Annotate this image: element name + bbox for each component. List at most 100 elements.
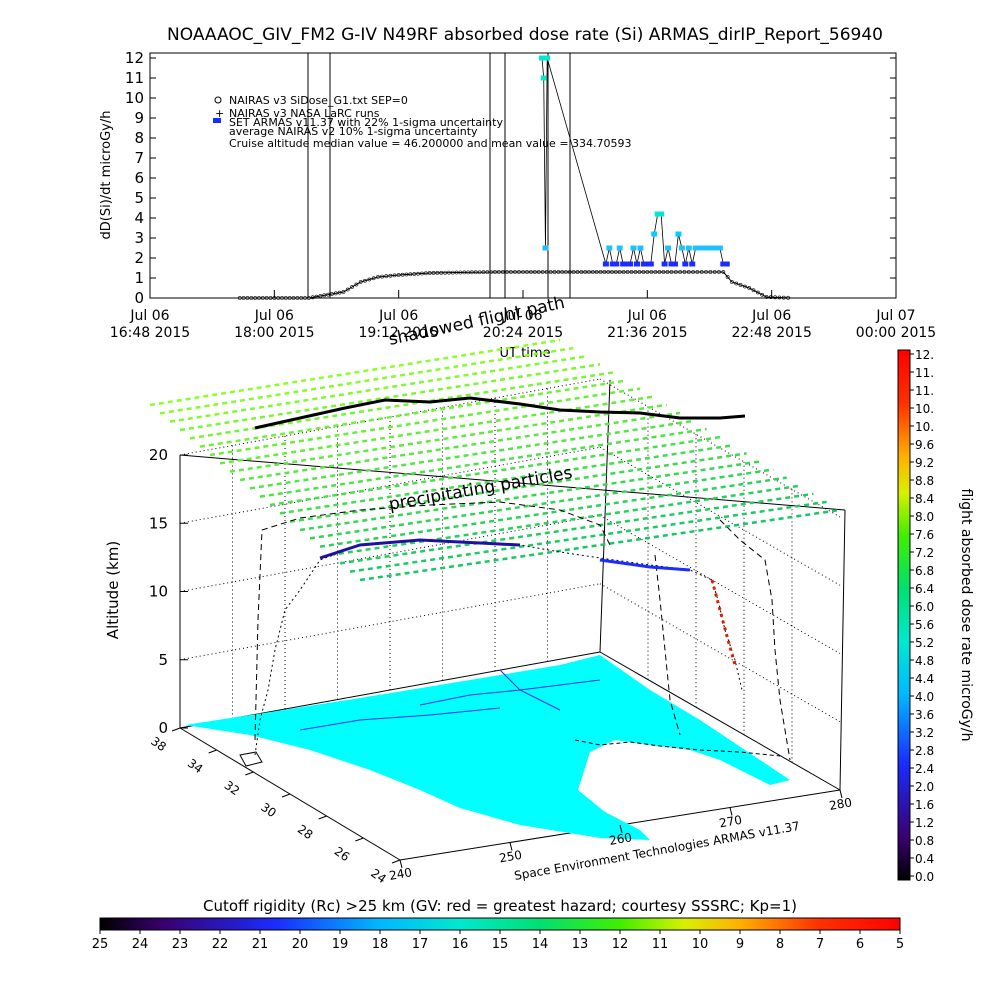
nairas-point bbox=[306, 296, 311, 300]
armas-point bbox=[661, 261, 668, 267]
armas-point bbox=[678, 245, 685, 251]
nairas-point bbox=[755, 290, 760, 295]
nairas-point bbox=[602, 270, 607, 274]
armas-point bbox=[675, 231, 682, 237]
colorbar-tick-label: 7.6 bbox=[915, 528, 934, 542]
nairas-point bbox=[645, 270, 650, 274]
nairas-line bbox=[239, 271, 793, 299]
colorbar-tick-label: 2.4 bbox=[915, 762, 934, 776]
armas-point bbox=[630, 245, 637, 251]
nairas-point bbox=[617, 270, 622, 274]
3d-back-gridlines bbox=[232, 388, 793, 763]
y-tick-label: 1 bbox=[134, 269, 144, 287]
nairas-point bbox=[556, 270, 561, 274]
dose-colorbar-ticks: 12. 11. 11. 10. 10. 9.6 9.2 8.8 8.4 8.0 7.6 7.2 6.8 6… bbox=[910, 348, 934, 884]
nairas-point bbox=[781, 295, 786, 300]
z-tick-label: 20 bbox=[149, 446, 168, 464]
colorbar-tick-label: 12. bbox=[915, 348, 934, 362]
nairas-point bbox=[249, 296, 254, 300]
colorbar-tick-label: 10. bbox=[915, 420, 934, 434]
nairas-point bbox=[489, 270, 494, 274]
nairas-point bbox=[540, 270, 545, 274]
z-gridline bbox=[599, 515, 841, 654]
x-tick-time: 20:24 2015 bbox=[483, 325, 563, 341]
annotation-precipitating-particles: precipitating particles bbox=[387, 463, 574, 515]
armas-point bbox=[689, 261, 696, 267]
nairas-point bbox=[673, 270, 678, 274]
lon-tick-mark bbox=[399, 859, 403, 869]
map-floor bbox=[185, 655, 790, 840]
nairas-point bbox=[237, 296, 242, 300]
nairas-point bbox=[610, 270, 614, 274]
cutoff-tick-label: 14 bbox=[532, 937, 549, 952]
y-tick-label: 2 bbox=[134, 249, 144, 267]
nairas-point bbox=[341, 290, 346, 294]
lat-tick-mark bbox=[171, 727, 181, 732]
nairas-point bbox=[380, 274, 384, 279]
precipitation-line bbox=[299, 460, 761, 532]
colorbar-tick-label: 4.0 bbox=[915, 690, 934, 704]
nairas-point bbox=[678, 270, 683, 274]
armas-point bbox=[627, 261, 634, 267]
armas-point bbox=[620, 261, 627, 267]
nairas-point bbox=[517, 270, 521, 274]
nairas-point bbox=[276, 296, 281, 300]
nairas-point bbox=[552, 270, 557, 274]
armas-point bbox=[633, 261, 640, 267]
x-tick-day: Jul 06 bbox=[254, 308, 294, 324]
armas-point bbox=[716, 245, 723, 251]
x-tick-time: 18:00 2015 bbox=[234, 325, 314, 341]
y-tick-label: 0 bbox=[134, 289, 144, 307]
nairas-point bbox=[564, 270, 568, 274]
colorbar-tick-label: 11. bbox=[915, 366, 934, 380]
armas-point bbox=[542, 245, 549, 251]
top-chart-title: NOAAAOC_GIV_FM2 G-IV N49RF absorbed dose… bbox=[167, 25, 883, 45]
nairas-point bbox=[686, 270, 691, 274]
precipitation-line bbox=[219, 395, 654, 465]
nairas-point bbox=[587, 270, 591, 274]
nairas-point bbox=[682, 270, 687, 274]
armas-point bbox=[706, 245, 713, 251]
precipitation-line bbox=[319, 476, 787, 548]
colorbar-tick-label: 4.4 bbox=[915, 672, 934, 686]
cutoff-tick-label: 5 bbox=[896, 937, 904, 952]
lat-tick-mark bbox=[318, 815, 327, 820]
precipitation-line bbox=[189, 371, 614, 440]
nairas-point bbox=[485, 270, 490, 275]
nairas-point bbox=[712, 270, 717, 274]
nairas-point bbox=[408, 272, 413, 277]
precipitation-line bbox=[279, 444, 734, 515]
nairas-point bbox=[358, 280, 363, 284]
nairas-point bbox=[665, 270, 670, 274]
x-tick-day: Jul 06 bbox=[129, 308, 169, 324]
precipitation-line bbox=[359, 508, 841, 582]
cutoff-rigidity-ticks: 25 24 23 22 21 20 19 18 17 16 15 14 13 12 11 10 9 8 7 6 5 bbox=[92, 930, 904, 952]
precipitation-line bbox=[259, 427, 707, 498]
lat-tick-label: 24 bbox=[368, 866, 389, 886]
nairas-point bbox=[318, 294, 323, 298]
nairas-point bbox=[504, 270, 509, 274]
nairas-point bbox=[322, 293, 327, 298]
nairas-point bbox=[388, 273, 393, 278]
cutoff-tick-label: 9 bbox=[736, 937, 744, 952]
armas-point bbox=[640, 261, 647, 267]
nairas-point bbox=[345, 287, 350, 292]
nairas-point bbox=[291, 296, 296, 300]
armas-point bbox=[613, 261, 620, 267]
lon-tick-label: 250 bbox=[498, 848, 523, 866]
armas-point bbox=[606, 245, 613, 251]
lon-tick-mark bbox=[839, 789, 843, 799]
colorbar-tick-label: 7.2 bbox=[915, 546, 934, 560]
nairas-point bbox=[392, 273, 397, 278]
cutoff-tick-label: 10 bbox=[692, 937, 709, 952]
z-axis-label: Altitude (km) bbox=[104, 541, 122, 639]
nairas-point bbox=[594, 270, 599, 274]
nairas-point bbox=[303, 296, 307, 300]
dose-colorbar-title: flight absorbed dose rate microGy/h bbox=[958, 489, 974, 742]
legend-entry-4: average NAIRAS v2 10% 1-sigma uncertaint… bbox=[229, 125, 478, 138]
3d-z-axis-ticks: 0 5 10 15 20 bbox=[149, 446, 188, 737]
nairas-point bbox=[743, 284, 747, 289]
nairas-series bbox=[237, 270, 793, 300]
nairas-point bbox=[657, 270, 662, 274]
precipitation-line bbox=[169, 354, 587, 423]
